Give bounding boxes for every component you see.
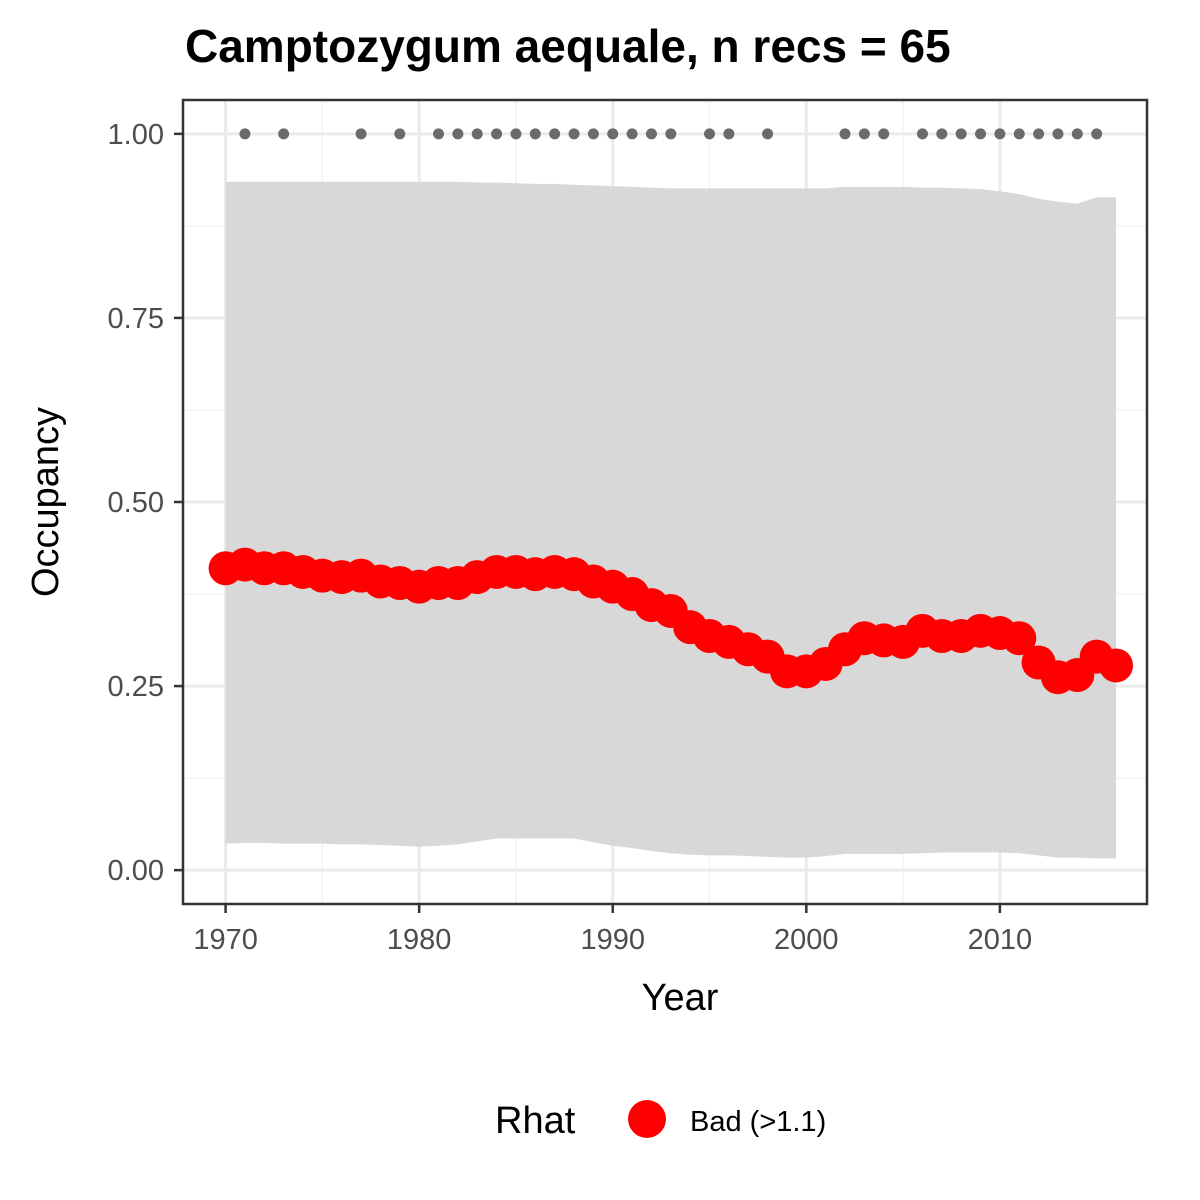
axes: 1970 1980 1990 2000 2010 0.00 0.25 0.50 0.75 1.00 [108,98,1149,956]
x-tick-label: 2000 [774,924,839,956]
y-tick-label: 0.50 [108,487,164,519]
record-point [878,128,890,140]
y-tick-label: 0.25 [108,671,164,703]
record-point [936,128,948,140]
record-point [568,128,580,140]
legend: Rhat Bad (>1.1) [495,1100,826,1142]
record-point [607,128,619,140]
record-point [1091,128,1103,140]
record-point [549,128,561,140]
record-point [529,128,541,140]
record-point [587,128,599,140]
record-point [491,128,503,140]
y-axis-title: Occupancy [25,407,67,597]
legend-title: Rhat [495,1100,576,1142]
record-point [355,128,367,140]
record-point [762,128,774,140]
record-point [858,128,870,140]
x-tick-label: 1990 [580,924,645,956]
record-point [278,128,290,140]
record-point [1071,128,1083,140]
record-point [394,128,406,140]
record-point [433,128,445,140]
plot-area [183,100,1147,904]
x-tick-label: 2010 [968,924,1033,956]
x-tick-label: 1970 [193,924,258,956]
record-point [1013,128,1025,140]
record-point [994,128,1006,140]
record-point [916,128,928,140]
y-tick-label: 0.00 [108,855,164,887]
record-point [723,128,735,140]
y-tick-label: 0.75 [108,303,164,335]
record-point [626,128,638,140]
record-point [239,128,251,140]
chart-title: Camptozygum aequale, n recs = 65 [185,20,951,72]
y-tick-label: 1.00 [108,119,164,151]
record-point [665,128,677,140]
credible-interval-ribbon [225,181,1117,859]
record-point [510,128,522,140]
record-point [704,128,716,140]
record-point [1033,128,1045,140]
occupancy-point [1099,648,1134,683]
record-point [452,128,464,140]
record-point [471,128,483,140]
record-point [645,128,657,140]
record-point [975,128,987,140]
record-point [955,128,967,140]
record-point [1052,128,1064,140]
record-point [839,128,851,140]
legend-key-bad-rhat [628,1100,666,1138]
legend-label-bad-rhat: Bad (>1.1) [690,1106,826,1138]
x-tick-label: 1980 [387,924,452,956]
occupancy-point [1002,621,1037,656]
x-axis-title: Year [642,977,719,1019]
